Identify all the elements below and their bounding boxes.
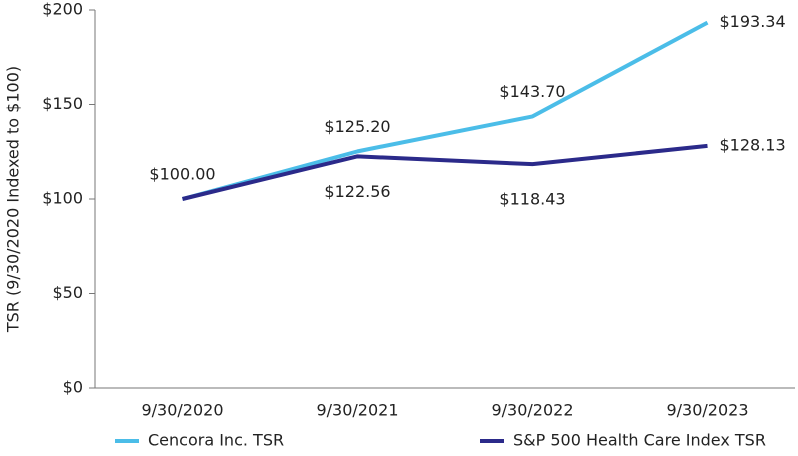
y-tick-label: $150 — [42, 94, 83, 113]
y-tick-label: $0 — [63, 378, 83, 397]
data-label: $100.00 — [149, 165, 215, 184]
legend-label: S&P 500 Health Care Index TSR — [513, 431, 766, 450]
data-label: $122.56 — [324, 182, 390, 201]
y-axis-title: TSR (9/30/2020 Indexed to $100) — [4, 66, 23, 333]
data-label: $143.70 — [499, 82, 565, 101]
data-label: $118.43 — [499, 190, 565, 209]
series-line — [181, 20, 709, 201]
y-tick-label: $100 — [42, 189, 83, 208]
x-tick-label: 9/30/2021 — [316, 401, 398, 420]
y-tick-label: $50 — [52, 283, 83, 302]
series-line — [182, 143, 708, 201]
data-label: $193.34 — [720, 12, 786, 31]
data-label: $128.13 — [720, 135, 786, 154]
data-label: $125.20 — [324, 117, 390, 136]
x-tick-label: 9/30/2023 — [666, 401, 748, 420]
y-tick-label: $200 — [42, 0, 83, 19]
x-tick-label: 9/30/2022 — [491, 401, 573, 420]
x-tick-label: 9/30/2020 — [141, 401, 223, 420]
legend-label: Cencora Inc. TSR — [148, 431, 284, 450]
